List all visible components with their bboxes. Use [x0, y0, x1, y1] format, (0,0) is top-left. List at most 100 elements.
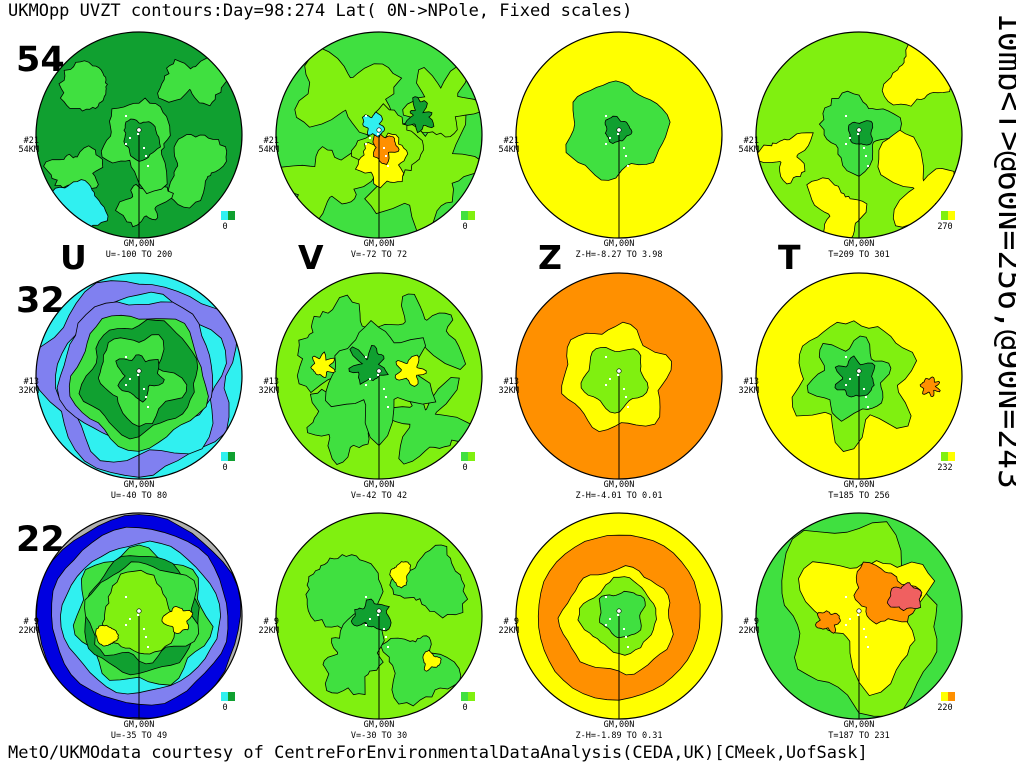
station-dot	[863, 147, 865, 149]
figure-title: UKMOpp UVZT contours:Day=98:274 Lat( 0N-…	[8, 1, 633, 21]
station-dot	[137, 374, 139, 376]
station-dot	[627, 165, 629, 167]
station-dot	[125, 143, 127, 145]
station-dot	[137, 133, 139, 135]
station-dot	[365, 143, 367, 145]
station-dot	[605, 143, 607, 145]
legend-swatch	[941, 452, 948, 461]
station-dot	[617, 133, 619, 135]
station-dot	[857, 374, 859, 376]
station-dot	[605, 115, 607, 117]
contour-region	[847, 120, 874, 146]
station-dot	[857, 614, 859, 616]
height-label: 54KM	[739, 145, 759, 155]
contour-region	[157, 56, 233, 107]
station-dot	[609, 137, 611, 139]
meridian-label: GM,00N	[604, 239, 635, 249]
station-dot	[617, 614, 619, 616]
station-dot	[867, 646, 869, 648]
pole-marker	[856, 127, 862, 133]
legend-value: 270	[937, 222, 952, 232]
height-label: 22KM	[259, 626, 279, 636]
legend-value: 220	[937, 703, 952, 713]
contour-region	[389, 561, 412, 589]
station-dot	[147, 406, 149, 408]
pole-marker	[856, 608, 862, 614]
contour-region	[350, 598, 392, 632]
station-dot	[383, 628, 385, 630]
station-dot	[385, 396, 387, 398]
station-dot	[145, 396, 147, 398]
meridian-label: GM,00N	[124, 239, 155, 249]
range-label: T=209 TO 301	[828, 250, 889, 260]
station-dot	[857, 133, 859, 135]
range-label: V=-42 TO 42	[351, 491, 407, 501]
legend-swatch	[468, 692, 475, 701]
legend-swatch	[228, 692, 235, 701]
height-label: 32KM	[739, 386, 759, 396]
contour-region	[168, 134, 228, 209]
height-label: 54KM	[259, 145, 279, 155]
legend-swatch	[228, 452, 235, 461]
station-dot	[129, 618, 131, 620]
station-dot	[605, 596, 607, 598]
station-dot	[845, 596, 847, 598]
level-tag: #13	[24, 377, 39, 387]
station-dot	[605, 384, 607, 386]
contour-region	[806, 177, 868, 238]
range-label: U=-100 TO 200	[106, 250, 173, 260]
range-label: Z-H=-4.01 TO 0.01	[576, 491, 663, 501]
contour-region	[310, 351, 336, 378]
station-dot	[845, 624, 847, 626]
station-dot	[377, 614, 379, 616]
level-tag: #21	[504, 136, 519, 146]
contour-region	[380, 635, 462, 707]
meridian-label: GM,00N	[364, 720, 395, 730]
station-dot	[129, 137, 131, 139]
contour-region	[756, 132, 814, 185]
meridian-label: GM,00N	[124, 720, 155, 730]
station-dot	[369, 378, 371, 380]
variable-label-u: U	[60, 238, 87, 277]
station-dot	[387, 406, 389, 408]
pole-marker	[376, 368, 382, 374]
legend-swatch	[468, 452, 475, 461]
pole-marker	[616, 127, 622, 133]
station-dot	[125, 624, 127, 626]
station-dot	[863, 628, 865, 630]
legend-value: 0	[222, 703, 227, 713]
station-dot	[849, 618, 851, 620]
station-dot	[865, 155, 867, 157]
station-dot	[365, 624, 367, 626]
contour-region	[123, 118, 161, 162]
range-label: U=-40 TO 80	[111, 491, 167, 501]
contour-region	[389, 544, 469, 619]
station-dot	[125, 356, 127, 358]
level-tag: # 9	[264, 617, 279, 627]
station-dot	[147, 165, 149, 167]
level-tag: #13	[504, 377, 519, 387]
legend-value: 0	[462, 703, 467, 713]
meridian-label: GM,00N	[844, 480, 875, 490]
meridian-label: GM,00N	[364, 239, 395, 249]
range-label: T=187 TO 231	[828, 731, 889, 741]
station-dot	[383, 388, 385, 390]
station-dot	[365, 356, 367, 358]
contour-region	[598, 590, 646, 639]
level-tag: #21	[744, 136, 759, 146]
station-dot	[137, 614, 139, 616]
legend-value: 0	[222, 222, 227, 232]
legend-swatch	[941, 211, 948, 220]
station-dot	[867, 406, 869, 408]
legend-swatch	[221, 211, 228, 220]
station-dot	[849, 378, 851, 380]
contour-region	[422, 649, 442, 672]
level-tag: #13	[744, 377, 759, 387]
pole-marker	[376, 608, 382, 614]
